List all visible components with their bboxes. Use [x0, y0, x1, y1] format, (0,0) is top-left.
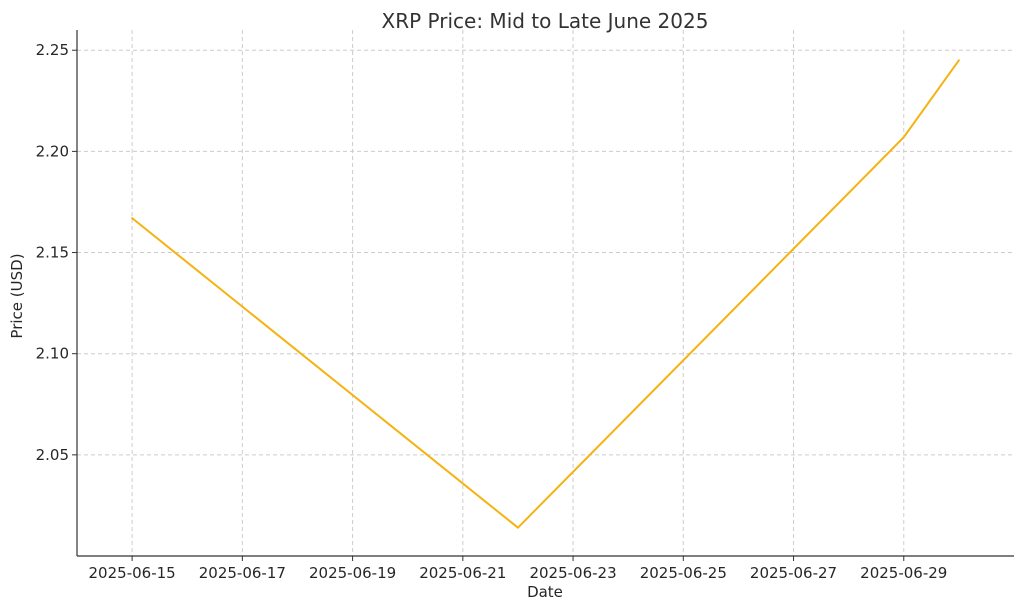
x-tick-label: 2025-06-19	[309, 564, 396, 582]
x-tick-label: 2025-06-17	[199, 564, 286, 582]
series-line-0	[131, 59, 960, 529]
x-tick-label: 2025-06-23	[529, 564, 616, 582]
series	[131, 59, 960, 529]
x-axis-label: Date	[527, 583, 563, 601]
y-tick-label: 2.05	[36, 446, 69, 464]
y-tick-label: 2.20	[36, 142, 69, 160]
y-axis-ticks: 2.05 2.10 2.15 2.20 2.25	[36, 41, 77, 464]
x-tick-label: 2025-06-27	[750, 564, 837, 582]
axes-frame	[76, 30, 1014, 557]
x-tick-label: 2025-06-15	[89, 564, 176, 582]
y-axis-label: Price (USD)	[8, 253, 26, 338]
grid	[77, 30, 1014, 556]
y-tick-label: 2.25	[36, 41, 69, 59]
y-tick-label: 2.15	[36, 244, 69, 262]
y-tick-label: 2.10	[36, 345, 69, 363]
chart-title: XRP Price: Mid to Late June 2025	[382, 9, 709, 33]
x-tick-label: 2025-06-29	[860, 564, 947, 582]
x-axis-ticks: 2025-06-15 2025-06-17 2025-06-19 2025-06-21…	[89, 556, 947, 582]
x-tick-label: 2025-06-21	[419, 564, 506, 582]
x-tick-label: 2025-06-25	[640, 564, 727, 582]
